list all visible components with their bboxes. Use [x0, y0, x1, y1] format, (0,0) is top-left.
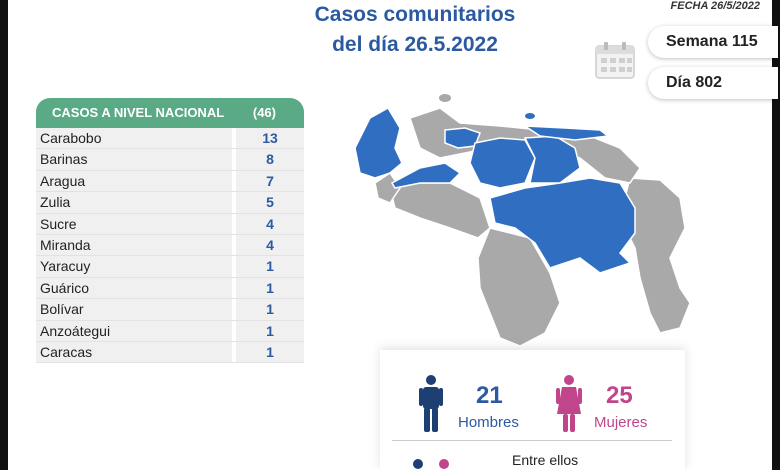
state-name: Aragua — [36, 170, 232, 192]
map-region-apure — [389, 182, 491, 239]
state-cases: 5 — [236, 192, 304, 213]
right-border — [772, 0, 780, 470]
day-badge: Día 802 — [648, 67, 778, 99]
state-cases: 1 — [236, 341, 304, 363]
table-row: Miranda 4 — [36, 234, 304, 257]
gender-panel: 21 Hombres 25 Mujeres — [380, 350, 685, 470]
table-row: Anzoátegui 1 — [36, 320, 304, 342]
map-region-amazonas — [477, 227, 561, 347]
divider — [392, 440, 672, 441]
cases-table: CASOS A NIVEL NACIONAL (46) Carabobo 13 Ba… — [36, 98, 304, 364]
table-header-label: CASOS A NIVEL NACIONAL — [52, 105, 225, 120]
state-name: Anzoátegui — [36, 320, 232, 341]
state-name: Bolívar — [36, 299, 232, 320]
table-body: Carabobo 13 Barinas 8 Aragua 7 Zulia 5 Sucre 4 Mir… — [36, 128, 304, 364]
state-name: Guárico — [36, 277, 232, 299]
title-line-1: Casos comunitarios — [314, 3, 516, 26]
state-cases: 1 — [236, 320, 304, 341]
left-border — [0, 0, 8, 470]
map-region-guarico — [469, 137, 536, 189]
table-row: Caracas 1 — [36, 341, 304, 364]
men-label: Hombres — [458, 414, 519, 431]
state-name: Yaracuy — [36, 256, 232, 277]
state-cases: 4 — [236, 213, 304, 234]
map-island — [439, 94, 451, 102]
date-label: FECHA 26/5/2022 — [670, 0, 760, 12]
state-name: Zulia — [36, 192, 232, 213]
state-name: Barinas — [36, 149, 232, 170]
table-row: Bolívar 1 — [36, 299, 304, 321]
table-header: CASOS A NIVEL NACIONAL (46) — [36, 98, 304, 128]
map-region-north-gray — [409, 107, 641, 184]
title-line-2: del día 26.5.2022 — [332, 33, 498, 56]
map-region-zulia — [354, 106, 403, 179]
map-region-guayana — [619, 177, 691, 334]
state-cases: 8 — [236, 149, 304, 170]
table-row: Barinas 8 — [36, 149, 304, 171]
women-count: 25 — [606, 382, 633, 409]
state-cases: 1 — [236, 256, 304, 277]
state-cases: 13 — [236, 128, 304, 149]
table-row: Yaracuy 1 — [36, 256, 304, 278]
men-count: 21 — [476, 382, 503, 409]
state-cases: 7 — [236, 170, 304, 192]
table-header-total: (46) — [252, 105, 276, 120]
state-cases: 1 — [236, 277, 304, 299]
women-label: Mujeres — [594, 414, 648, 431]
map-region-sucre — [522, 125, 610, 141]
map-region-barinas — [390, 162, 462, 189]
state-name: Caracas — [36, 341, 232, 363]
state-name: Carabobo — [36, 128, 232, 149]
venezuela-map — [354, 94, 691, 347]
state-name: Sucre — [36, 213, 232, 234]
calendar-icon — [595, 42, 635, 79]
map-region-tachira — [374, 171, 401, 204]
table-row: Zulia 5 — [36, 192, 304, 214]
table-row: Sucre 4 — [36, 213, 304, 235]
woman-icon — [556, 375, 582, 432]
week-badge: Semana 115 — [648, 26, 778, 58]
children-icons — [413, 459, 449, 469]
state-cases: 1 — [236, 299, 304, 320]
page-title: Casos comunitarios del día 26.5.2022 — [280, 0, 550, 60]
state-name: Miranda — [36, 234, 232, 256]
map-island-2 — [525, 113, 535, 119]
table-row: Aragua 7 — [36, 170, 304, 193]
state-cases: 4 — [236, 234, 304, 256]
map-region-bolivar — [489, 177, 636, 274]
entre-ellos-label: Entre ellos — [512, 452, 579, 468]
table-row: Guárico 1 — [36, 277, 304, 300]
table-row: Carabobo 13 — [36, 128, 304, 150]
man-icon — [419, 375, 443, 432]
